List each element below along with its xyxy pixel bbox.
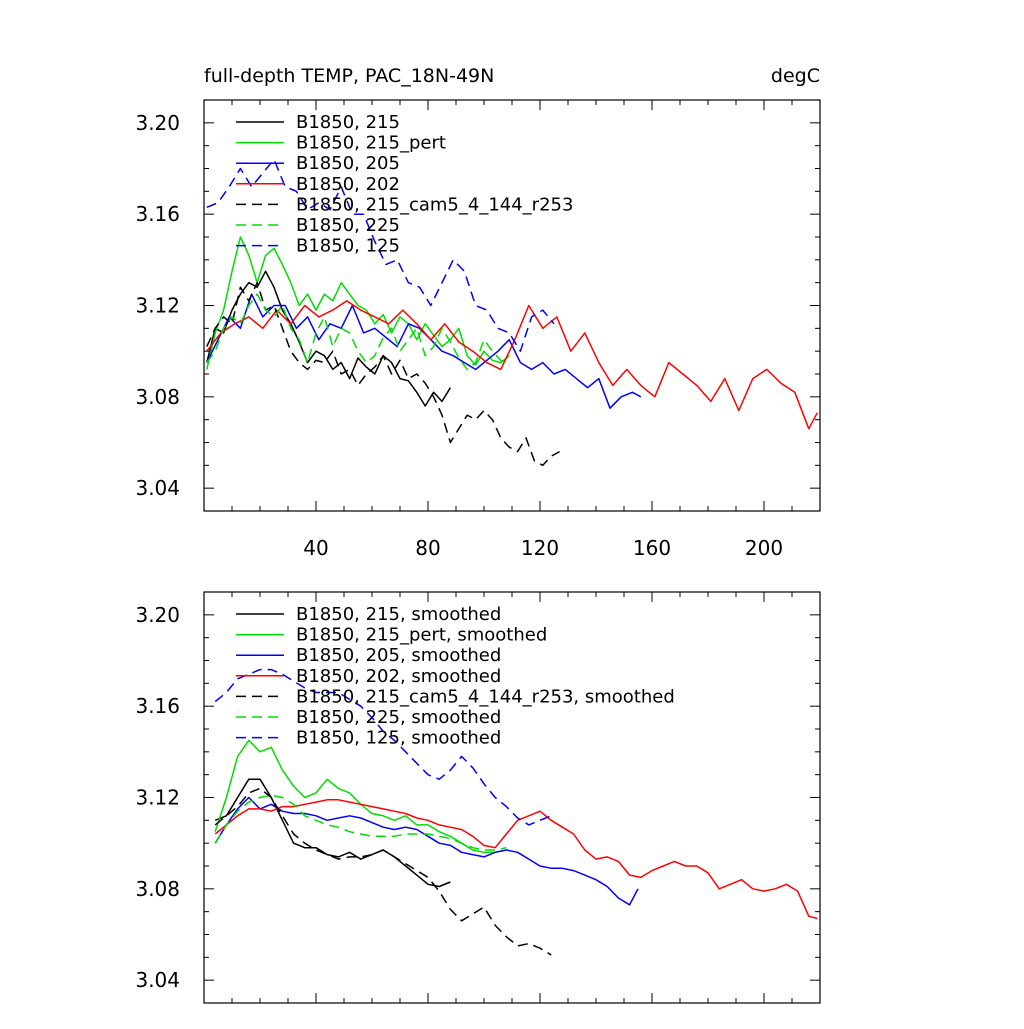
legend-label-1: B1850, 215_pert [296, 133, 446, 154]
units-label: degC [771, 65, 820, 87]
legend-label-3: B1850, 202 [296, 174, 400, 195]
plot-area-bottom: 3.04 3.08 3.12 3.16 3.20 B1850, 215, smoothed… [135, 591, 821, 1004]
legend-label-4: B1850, 215_cam5_4_144_r253, smoothed [296, 686, 675, 707]
y-tick-label: 3.04 [135, 476, 180, 500]
x-tick-label: 80 [415, 536, 440, 560]
y-tick-label: 3.20 [135, 603, 180, 627]
x-tick-label: 200 [745, 536, 783, 560]
y-tick-label: 3.08 [135, 385, 180, 409]
panel-top: full-depth TEMP, PAC_18N-49N degC 3.043.… [135, 65, 821, 560]
legend-label-3: B1850, 202, smoothed [296, 666, 501, 687]
x-tick-label: 40 [303, 536, 328, 560]
chart-title: full-depth TEMP, PAC_18N-49N [204, 65, 494, 87]
series-line-6 [214, 668, 552, 826]
series-line-5 [206, 293, 510, 371]
y-tick-label: 3.16 [135, 202, 180, 226]
y-tick-label: 3.12 [135, 786, 180, 810]
panel-bottom: 3.04 3.08 3.12 3.16 3.20 B1850, 215, smoothed… [135, 591, 821, 1004]
legend-label-6: B1850, 125, smoothed [296, 728, 501, 749]
legend-label-0: B1850, 215, smoothed [296, 604, 501, 625]
legend-label-2: B1850, 205, smoothed [296, 645, 501, 666]
legend-label-1: B1850, 215_pert, smoothed [296, 625, 547, 646]
legend-label-0: B1850, 215 [296, 112, 400, 133]
series-line-0 [206, 270, 452, 407]
series-line-2 [214, 796, 639, 906]
y-tick-label: 3.16 [135, 694, 180, 718]
series-line-3 [206, 300, 818, 430]
y-tick-label: 3.12 [135, 294, 180, 318]
series-line-0 [214, 778, 451, 888]
series-line-1 [206, 236, 510, 370]
legend-label-5: B1850, 225, smoothed [296, 707, 501, 728]
x-tick-label: 120 [521, 536, 559, 560]
series-line-5 [214, 794, 507, 851]
series-line-6 [206, 158, 555, 352]
series-line-3 [214, 799, 818, 920]
legend-label-2: B1850, 205 [296, 153, 400, 174]
y-tick-label: 3.20 [135, 111, 180, 135]
legend-label-5: B1850, 225 [296, 215, 400, 236]
series-line-4 [214, 787, 552, 956]
plot-area-top: 3.04 3.08 3.12 3.16 3.20 40 80 120 160 200 B1850, … [135, 99, 821, 560]
y-tick-label: 3.08 [135, 877, 180, 901]
legend-label-6: B1850, 125 [296, 236, 400, 257]
legend-label-4: B1850, 215_cam5_4_144_r253 [296, 194, 573, 215]
y-tick-label: 3.04 [135, 968, 180, 992]
x-tick-label: 160 [633, 536, 671, 560]
